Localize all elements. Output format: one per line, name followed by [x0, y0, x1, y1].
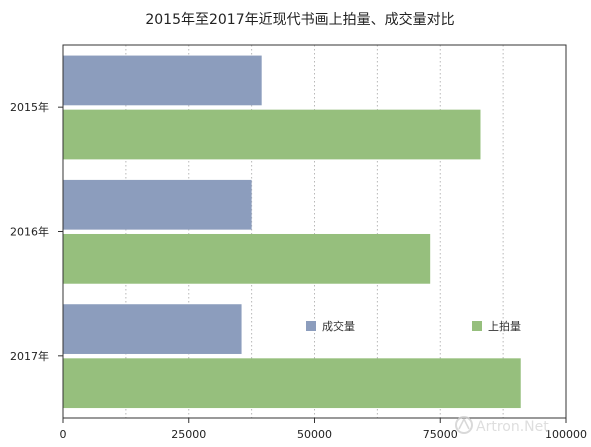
- legend-swatch: [472, 321, 482, 331]
- bar: [63, 304, 242, 354]
- bar: [63, 233, 431, 284]
- legend-label: 成交量: [322, 319, 355, 333]
- watermark: Artron.Net: [455, 416, 549, 435]
- y-tick-label: 2017年: [10, 349, 49, 363]
- artron-logo-icon: [455, 416, 473, 434]
- x-tick-label: 75000: [423, 428, 458, 441]
- y-tick-label: 2015年: [10, 100, 49, 114]
- legend-label: 上拍量: [488, 319, 521, 333]
- x-tick-label: 25000: [171, 428, 206, 441]
- legend: 成交量 上拍量: [306, 319, 521, 333]
- chart-title: 2015年至2017年近现代书画上拍量、成交量对比: [145, 11, 454, 28]
- bar: [63, 179, 252, 230]
- bar: [63, 358, 521, 409]
- x-tick-label: 100000: [545, 428, 587, 441]
- watermark-text: Artron.Net: [476, 419, 549, 435]
- y-tick-label: 2016年: [10, 225, 49, 239]
- legend-swatch: [306, 321, 316, 331]
- x-tick-label: 50000: [297, 428, 332, 441]
- x-tick-label: 0: [60, 428, 67, 441]
- y-axis-labels: 2015年 2016年 2017年: [10, 100, 63, 363]
- x-axis-ticks: 0 25000 50000 75000 100000: [60, 418, 587, 441]
- bar: [63, 55, 262, 106]
- bars: [63, 55, 521, 409]
- bar: [63, 109, 481, 160]
